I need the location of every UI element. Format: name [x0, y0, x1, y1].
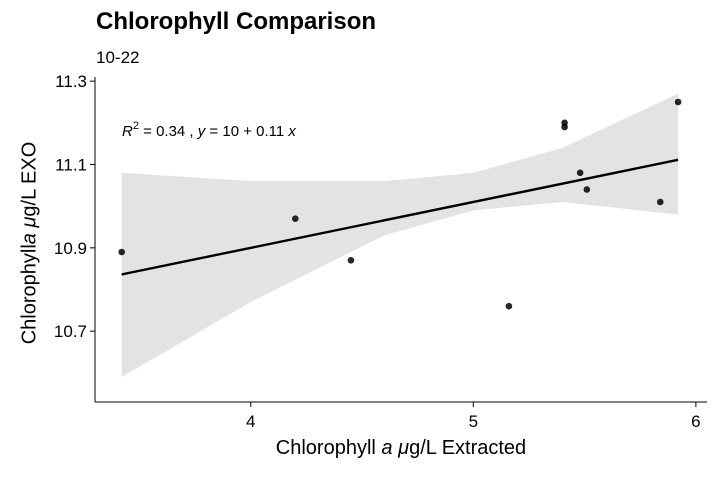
data-point [291, 215, 299, 222]
y-tick-label: 10.7 [54, 322, 87, 341]
regression-line [121, 158, 679, 276]
y-tick-label: 11.3 [55, 72, 87, 91]
regression-annotation: R2 = 0.34 , y = 10 + 0.11 x [122, 120, 296, 140]
data-point [583, 186, 591, 193]
data-point [505, 302, 513, 310]
data-point [347, 257, 355, 264]
data-point [674, 98, 682, 106]
x-tick-label: 4 [246, 412, 255, 431]
x-tick-label: 6 [691, 412, 700, 431]
confidence-band [121, 93, 679, 378]
y-tick-label: 11.1 [55, 156, 87, 175]
x-axis-label: Chlorophyll a μg/L Extracted [275, 437, 527, 459]
data-point [561, 119, 568, 127]
x-tick-label: 5 [469, 412, 478, 431]
chart-title: Chlorophyll Comparison [96, 8, 377, 35]
y-axis-label: Chlorophylla μg/L EXO [18, 141, 41, 345]
chart-subtitle: 10-22 [96, 48, 140, 67]
y-tick-label: 10.9 [54, 239, 87, 258]
data-point [656, 198, 664, 206]
data-point [576, 169, 584, 177]
data-point [118, 248, 126, 256]
